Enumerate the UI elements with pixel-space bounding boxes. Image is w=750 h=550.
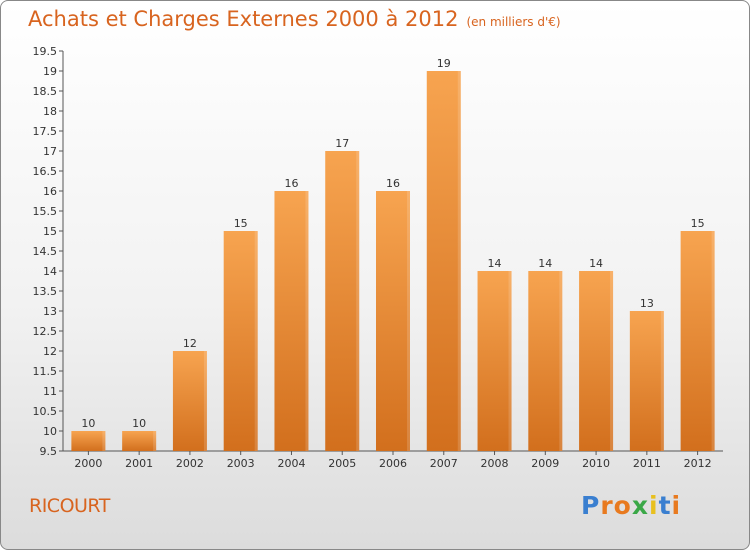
chart-bars: [71, 71, 715, 451]
bar-highlight: [457, 71, 461, 451]
y-tick-label: 14: [43, 265, 57, 278]
y-tick-label: 10.5: [33, 405, 58, 418]
data-label-2002: 12: [183, 337, 197, 350]
bar-highlight: [610, 271, 614, 451]
logo-letter: P: [581, 491, 601, 520]
logo-letter: i: [649, 491, 659, 520]
y-tick-label: 13.5: [33, 285, 58, 298]
x-tick-label-2000: 2000: [74, 457, 102, 470]
logo-letter: r: [600, 491, 614, 520]
data-label-2006: 16: [386, 177, 400, 190]
y-tick-label: 16.5: [33, 165, 58, 178]
bar-2011: [629, 311, 664, 451]
bar-2009: [528, 271, 563, 451]
bar-highlight: [203, 351, 207, 451]
x-tick-label-2003: 2003: [227, 457, 255, 470]
bar-highlight: [660, 311, 664, 451]
bar-highlight: [153, 431, 157, 451]
chart-title: Achats et Charges Externes 2000 à 2012 (e…: [28, 7, 561, 31]
data-label-2005: 17: [335, 137, 349, 150]
bar-highlight: [356, 151, 360, 451]
y-tick-label: 11.5: [33, 365, 58, 378]
bar-highlight: [102, 431, 106, 451]
y-tick-label: 19.5: [33, 45, 58, 58]
bar-2002: [172, 351, 207, 451]
bar-highlight: [508, 271, 512, 451]
y-tick-label: 12.5: [33, 325, 58, 338]
bar-highlight: [305, 191, 309, 451]
y-tick-label: 17.5: [33, 125, 58, 138]
bar-2001: [122, 431, 157, 451]
y-tick-label: 15.5: [33, 205, 58, 218]
bar-2007: [426, 71, 461, 451]
bar-highlight: [407, 191, 410, 451]
y-tick-label: 11: [43, 385, 57, 398]
bar-2006: [376, 191, 410, 451]
proxiti-logo: Proxiti: [581, 491, 681, 520]
data-label-2011: 13: [640, 297, 654, 310]
bar-highlight: [254, 231, 258, 451]
y-tick-label: 12: [43, 345, 57, 358]
bar-2000: [71, 431, 106, 451]
y-tick-label: 19: [43, 65, 57, 78]
logo-letter: o: [613, 491, 632, 520]
x-tick-label-2009: 2009: [531, 457, 559, 470]
y-tick-label: 16: [43, 185, 57, 198]
data-label-2010: 14: [589, 257, 603, 270]
y-tick-label: 13: [43, 305, 57, 318]
x-tick-label-2004: 2004: [277, 457, 305, 470]
bar-2004: [274, 191, 309, 451]
x-tick-label-2001: 2001: [125, 457, 153, 470]
bar-highlight: [559, 271, 563, 451]
y-tick-label: 17: [43, 145, 57, 158]
logo-letter: i: [671, 491, 682, 520]
bar-2010: [579, 271, 614, 451]
data-label-2004: 16: [284, 177, 298, 190]
x-tick-label-2006: 2006: [379, 457, 407, 470]
y-tick-label: 9.5: [40, 445, 58, 458]
x-tick-label-2010: 2010: [582, 457, 610, 470]
logo-letter: t: [658, 491, 672, 520]
y-tick-label: 14.5: [33, 245, 58, 258]
bar-2003: [223, 231, 258, 451]
data-label-2003: 15: [234, 217, 248, 230]
data-label-2000: 10: [81, 417, 95, 430]
y-tick-label: 10: [43, 425, 57, 438]
x-tick-label-2008: 2008: [481, 457, 509, 470]
chart-title-text: Achats et Charges Externes 2000 à 2012: [28, 7, 459, 31]
chart-unit: (en milliers d'€): [466, 15, 561, 29]
place-name: RICOURT: [29, 495, 110, 517]
data-label-2012: 15: [691, 217, 705, 230]
x-tick-label-2012: 2012: [684, 457, 712, 470]
bar-2012: [680, 231, 715, 451]
x-tick-label-2011: 2011: [633, 457, 661, 470]
bar-2008: [477, 271, 512, 451]
data-label-2008: 14: [488, 257, 502, 270]
data-label-2007: 19: [437, 57, 451, 70]
data-label-2001: 10: [132, 417, 146, 430]
y-tick-label: 15: [43, 225, 57, 238]
x-tick-label-2005: 2005: [328, 457, 356, 470]
bar-2005: [325, 151, 360, 451]
x-tick-label-2007: 2007: [430, 457, 458, 470]
y-tick-label: 18: [43, 105, 57, 118]
chart-labels: 10 2000 10 2001 12 2002 15 2003 16 2004 17 2005 16 20…: [74, 57, 711, 470]
logo-letter: x: [631, 491, 649, 520]
bar-highlight: [711, 231, 715, 451]
x-tick-label-2002: 2002: [176, 457, 204, 470]
data-label-2009: 14: [538, 257, 552, 270]
chart-axes: 9.5 10 10.5 11 11.5 12 12.5 13 13.5 14 14.5 15 15.5 1…: [33, 45, 723, 458]
y-tick-label: 18.5: [33, 85, 58, 98]
